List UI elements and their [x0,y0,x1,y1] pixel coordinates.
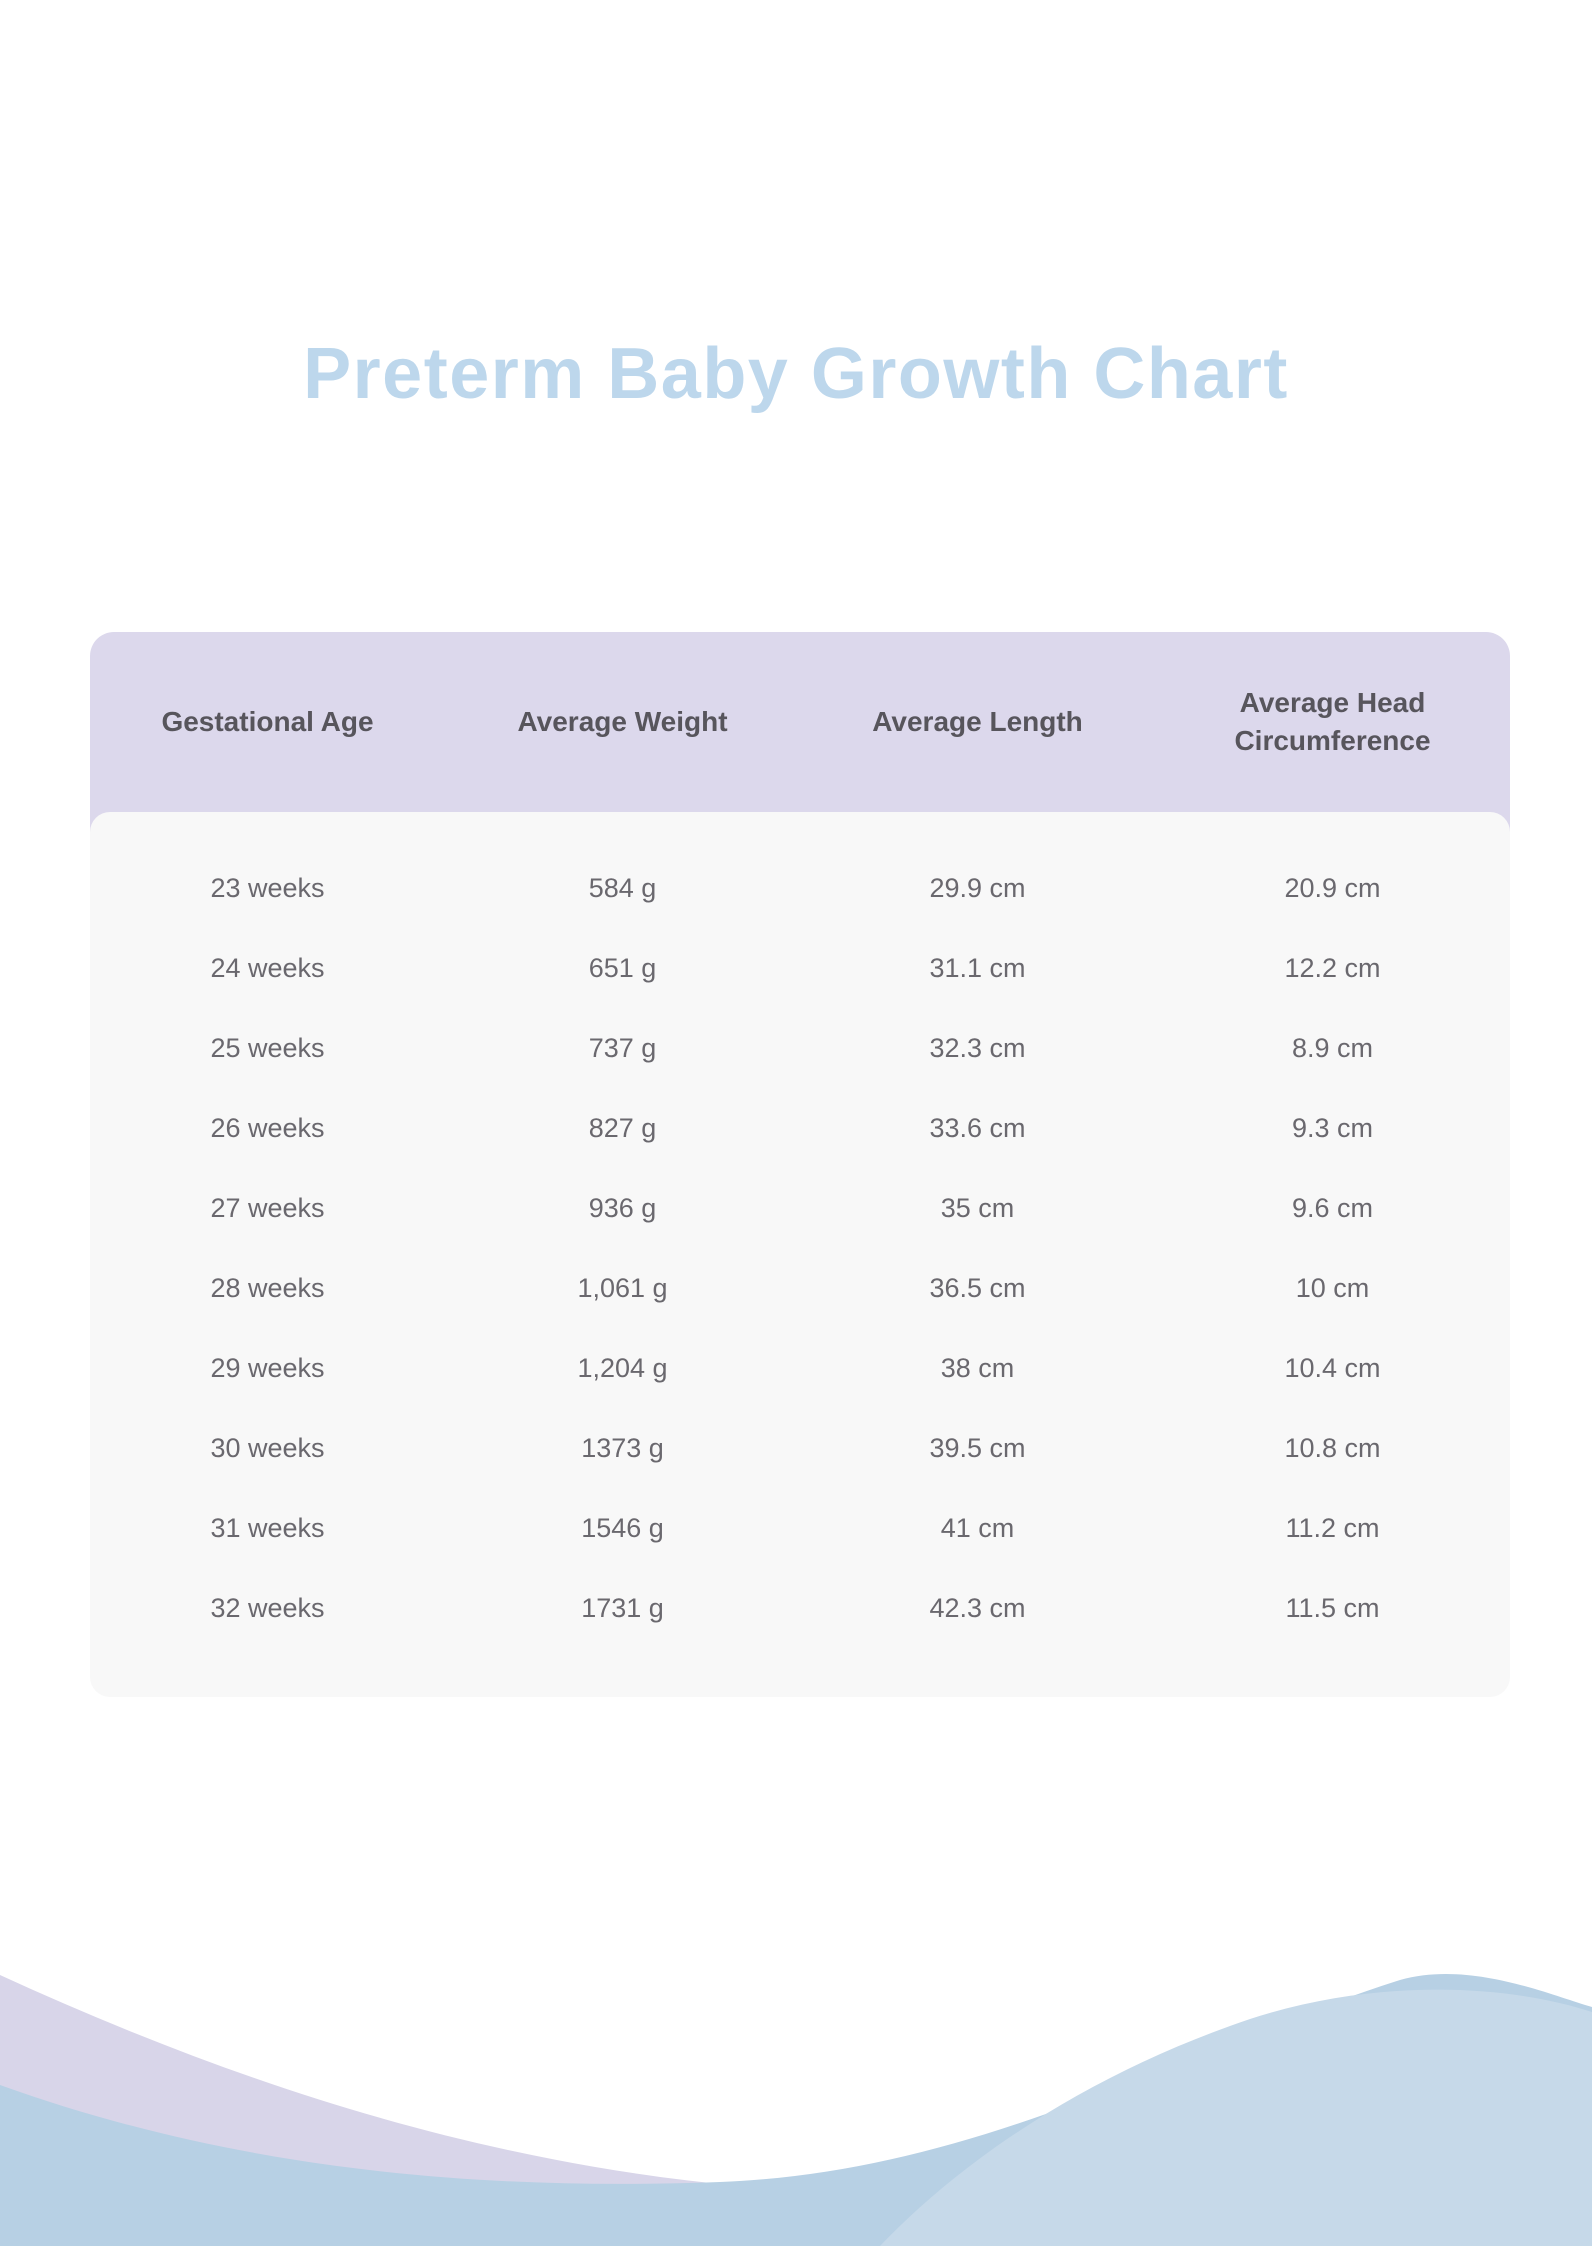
table-row: 29 weeks 1,204 g 38 cm 10.4 cm [90,1328,1510,1408]
column-header-average-head-circumference: Average Head Circumference [1234,687,1431,756]
table-cell: 651 g [588,952,657,983]
table-cell: 1373 g [581,1432,664,1463]
table-cell: 29 weeks [210,1352,325,1383]
table-cell: 10.8 cm [1284,1432,1381,1463]
table-row: 31 weeks 1546 g 41 cm 11.2 cm [90,1488,1510,1568]
table-cell: 38 cm [940,1352,1015,1383]
page-title: Preterm Baby Growth Chart [303,334,1289,414]
table-cell: 41 cm [940,1512,1015,1543]
table-cell: 31 weeks [210,1512,325,1543]
table-cell: 32.3 cm [929,1032,1026,1063]
table-cell: 20.9 cm [1284,872,1381,903]
table-cell: 827 g [588,1112,657,1143]
table-row: 27 weeks 936 g 35 cm 9.6 cm [90,1168,1510,1248]
table-cell: 1,061 g [577,1272,668,1303]
table-row: 25 weeks 737 g 32.3 cm 8.9 cm [90,1008,1510,1088]
table-cell: 39.5 cm [929,1432,1026,1463]
table-cell: 29.9 cm [929,872,1026,903]
wave-light-blue-shape [880,1989,1592,2246]
bottom-wave-decoration [0,1973,1592,2246]
table-body: 23 weeks 584 g 29.9 cm 20.9 cm 24 weeks 651 g… [90,812,1510,1697]
growth-table-card: Gestational Age Average Weight Average L… [90,632,1510,1697]
column-header-gestational-age: Gestational Age [161,706,374,738]
table-cell: 11.5 cm [1285,1592,1380,1623]
table-cell: 936 g [588,1192,657,1223]
table-row: 24 weeks 651 g 31.1 cm 12.2 cm [90,928,1510,1008]
table-cell: 33.6 cm [929,1112,1026,1143]
table-cell: 1,204 g [577,1352,668,1383]
table-row: 32 weeks 1731 g 42.3 cm 11.5 cm [90,1568,1510,1648]
table-cell: 1731 g [581,1592,664,1623]
table-cell: 25 weeks [210,1032,325,1063]
table-cell: 31.1 cm [929,952,1026,983]
table-cell: 26 weeks [210,1112,325,1143]
column-header-average-weight: Average Weight [517,706,728,738]
table-row: 28 weeks 1,061 g 36.5 cm 10 cm [90,1248,1510,1328]
table-cell: 42.3 cm [929,1592,1026,1623]
table-row: 26 weeks 827 g 33.6 cm 9.3 cm [90,1088,1510,1168]
table-cell: 1546 g [581,1512,664,1543]
table-cell: 10.4 cm [1284,1352,1381,1383]
table-cell: 35 cm [940,1192,1015,1223]
table-cell: 28 weeks [210,1272,325,1303]
table-cell: 11.2 cm [1285,1512,1380,1543]
table-cell: 32 weeks [210,1592,325,1623]
table-cell: 584 g [588,872,657,903]
table-row: 23 weeks 584 g 29.9 cm 20.9 cm [90,848,1510,928]
table-header-row: Gestational Age Average Weight Average L… [90,632,1510,832]
table-cell: 23 weeks [210,872,325,903]
table-cell: 9.3 cm [1291,1112,1374,1143]
table-cell: 30 weeks [210,1432,325,1463]
table-cell: 27 weeks [210,1192,325,1223]
table-cell: 36.5 cm [929,1272,1026,1303]
table-cell: 737 g [588,1032,657,1063]
table-cell: 9.6 cm [1291,1192,1374,1223]
column-header-average-length: Average Length [872,706,1083,738]
table-cell: 12.2 cm [1284,952,1381,983]
table-cell: 8.9 cm [1291,1032,1374,1063]
table-cell: 24 weeks [210,952,325,983]
table-cell: 10 cm [1295,1272,1370,1303]
table-row: 30 weeks 1373 g 39.5 cm 10.8 cm [90,1408,1510,1488]
